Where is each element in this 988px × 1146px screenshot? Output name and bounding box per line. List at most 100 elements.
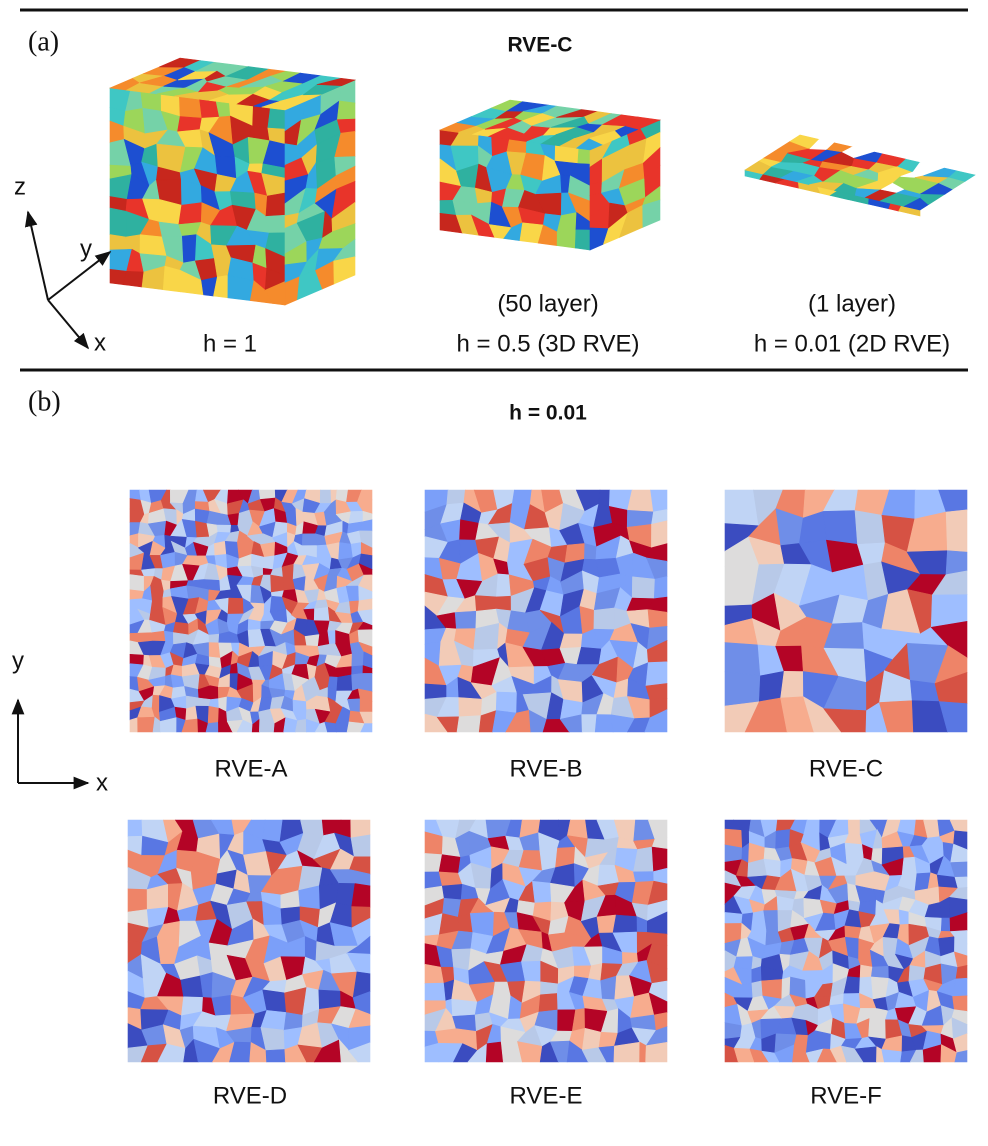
grain <box>452 999 478 1016</box>
grain <box>855 511 885 545</box>
axis-label: x <box>96 769 108 796</box>
grain <box>305 635 320 647</box>
grain <box>130 654 144 665</box>
caption: (1 layer) <box>808 290 896 317</box>
grain <box>442 884 462 900</box>
grain <box>541 982 559 995</box>
grain <box>651 521 667 548</box>
grain <box>358 599 372 611</box>
grain <box>214 541 226 555</box>
grain <box>599 490 610 506</box>
grain <box>266 193 285 216</box>
grain <box>130 718 138 732</box>
map-label: RVE-B <box>510 755 583 782</box>
grain <box>823 511 857 545</box>
grain <box>725 845 742 862</box>
grain <box>652 847 667 872</box>
grain <box>651 490 667 512</box>
map-label: RVE-A <box>215 755 288 782</box>
grain <box>956 965 967 979</box>
grain <box>179 203 202 225</box>
map-label: RVE-C <box>809 755 883 782</box>
grain <box>613 915 637 933</box>
panel-label: (b) <box>28 386 61 417</box>
grain <box>360 699 372 712</box>
grain <box>902 857 917 875</box>
grain <box>208 706 219 723</box>
caption: h = 0.5 (3D RVE) <box>457 330 640 357</box>
caption: h = 0.01 (2D RVE) <box>754 330 950 357</box>
grain <box>228 598 244 614</box>
grain <box>512 490 532 505</box>
grain <box>142 569 156 577</box>
grain <box>128 889 147 912</box>
grain <box>953 996 967 1012</box>
grain <box>946 551 967 575</box>
grain <box>725 643 761 676</box>
grain <box>181 976 203 998</box>
grain <box>759 671 784 701</box>
grain <box>217 525 231 533</box>
grain <box>128 820 143 837</box>
grain <box>320 490 331 503</box>
grain <box>776 830 791 849</box>
map-label: RVE-E <box>510 1082 583 1109</box>
grain <box>196 698 211 706</box>
grain <box>337 675 353 691</box>
grain <box>634 872 654 883</box>
grain <box>557 230 576 248</box>
grain <box>263 820 283 842</box>
grain <box>124 271 144 287</box>
grain <box>425 684 447 699</box>
grain <box>266 1050 286 1063</box>
grain <box>781 671 804 698</box>
grain <box>266 215 285 233</box>
grain <box>486 1042 503 1062</box>
axis-label: z <box>14 173 26 200</box>
grain <box>882 1049 902 1062</box>
grain <box>455 611 476 629</box>
grain <box>646 1042 667 1062</box>
axis-label: y <box>12 647 24 674</box>
grain <box>496 596 511 611</box>
grain <box>848 820 860 834</box>
grain <box>351 835 370 857</box>
grain <box>130 590 144 600</box>
grain <box>425 1043 439 1062</box>
map-label: RVE-F <box>810 1082 882 1109</box>
grain <box>268 108 285 129</box>
grain <box>582 715 597 732</box>
grain <box>496 574 511 597</box>
grain <box>182 235 196 263</box>
grain <box>648 610 667 628</box>
grain <box>532 881 551 903</box>
grain <box>941 918 950 931</box>
grain <box>475 596 496 612</box>
grain <box>560 634 583 649</box>
grain <box>640 1042 647 1062</box>
grain <box>496 692 517 713</box>
panel-label: (a) <box>28 26 59 57</box>
axis-arrow <box>48 300 88 348</box>
grain <box>725 672 761 706</box>
grain <box>946 510 967 552</box>
grain <box>352 884 370 908</box>
grain <box>209 634 219 643</box>
grain <box>725 912 743 923</box>
axis-label: x <box>94 329 106 356</box>
grain <box>319 990 341 1009</box>
grain <box>752 981 763 998</box>
grain <box>540 848 558 871</box>
grain <box>899 910 909 925</box>
grain <box>860 965 873 978</box>
grain <box>230 663 238 674</box>
grain <box>646 662 667 686</box>
grain <box>646 684 667 700</box>
grain <box>845 926 862 939</box>
figure: (a) RVE-C z y x h = 1 (50 layer) h = 0.5… <box>0 0 988 1146</box>
grain <box>539 993 558 1012</box>
grain <box>130 575 144 592</box>
grain <box>582 1028 601 1050</box>
grain <box>575 230 590 250</box>
caption: h = 1 <box>203 330 257 357</box>
